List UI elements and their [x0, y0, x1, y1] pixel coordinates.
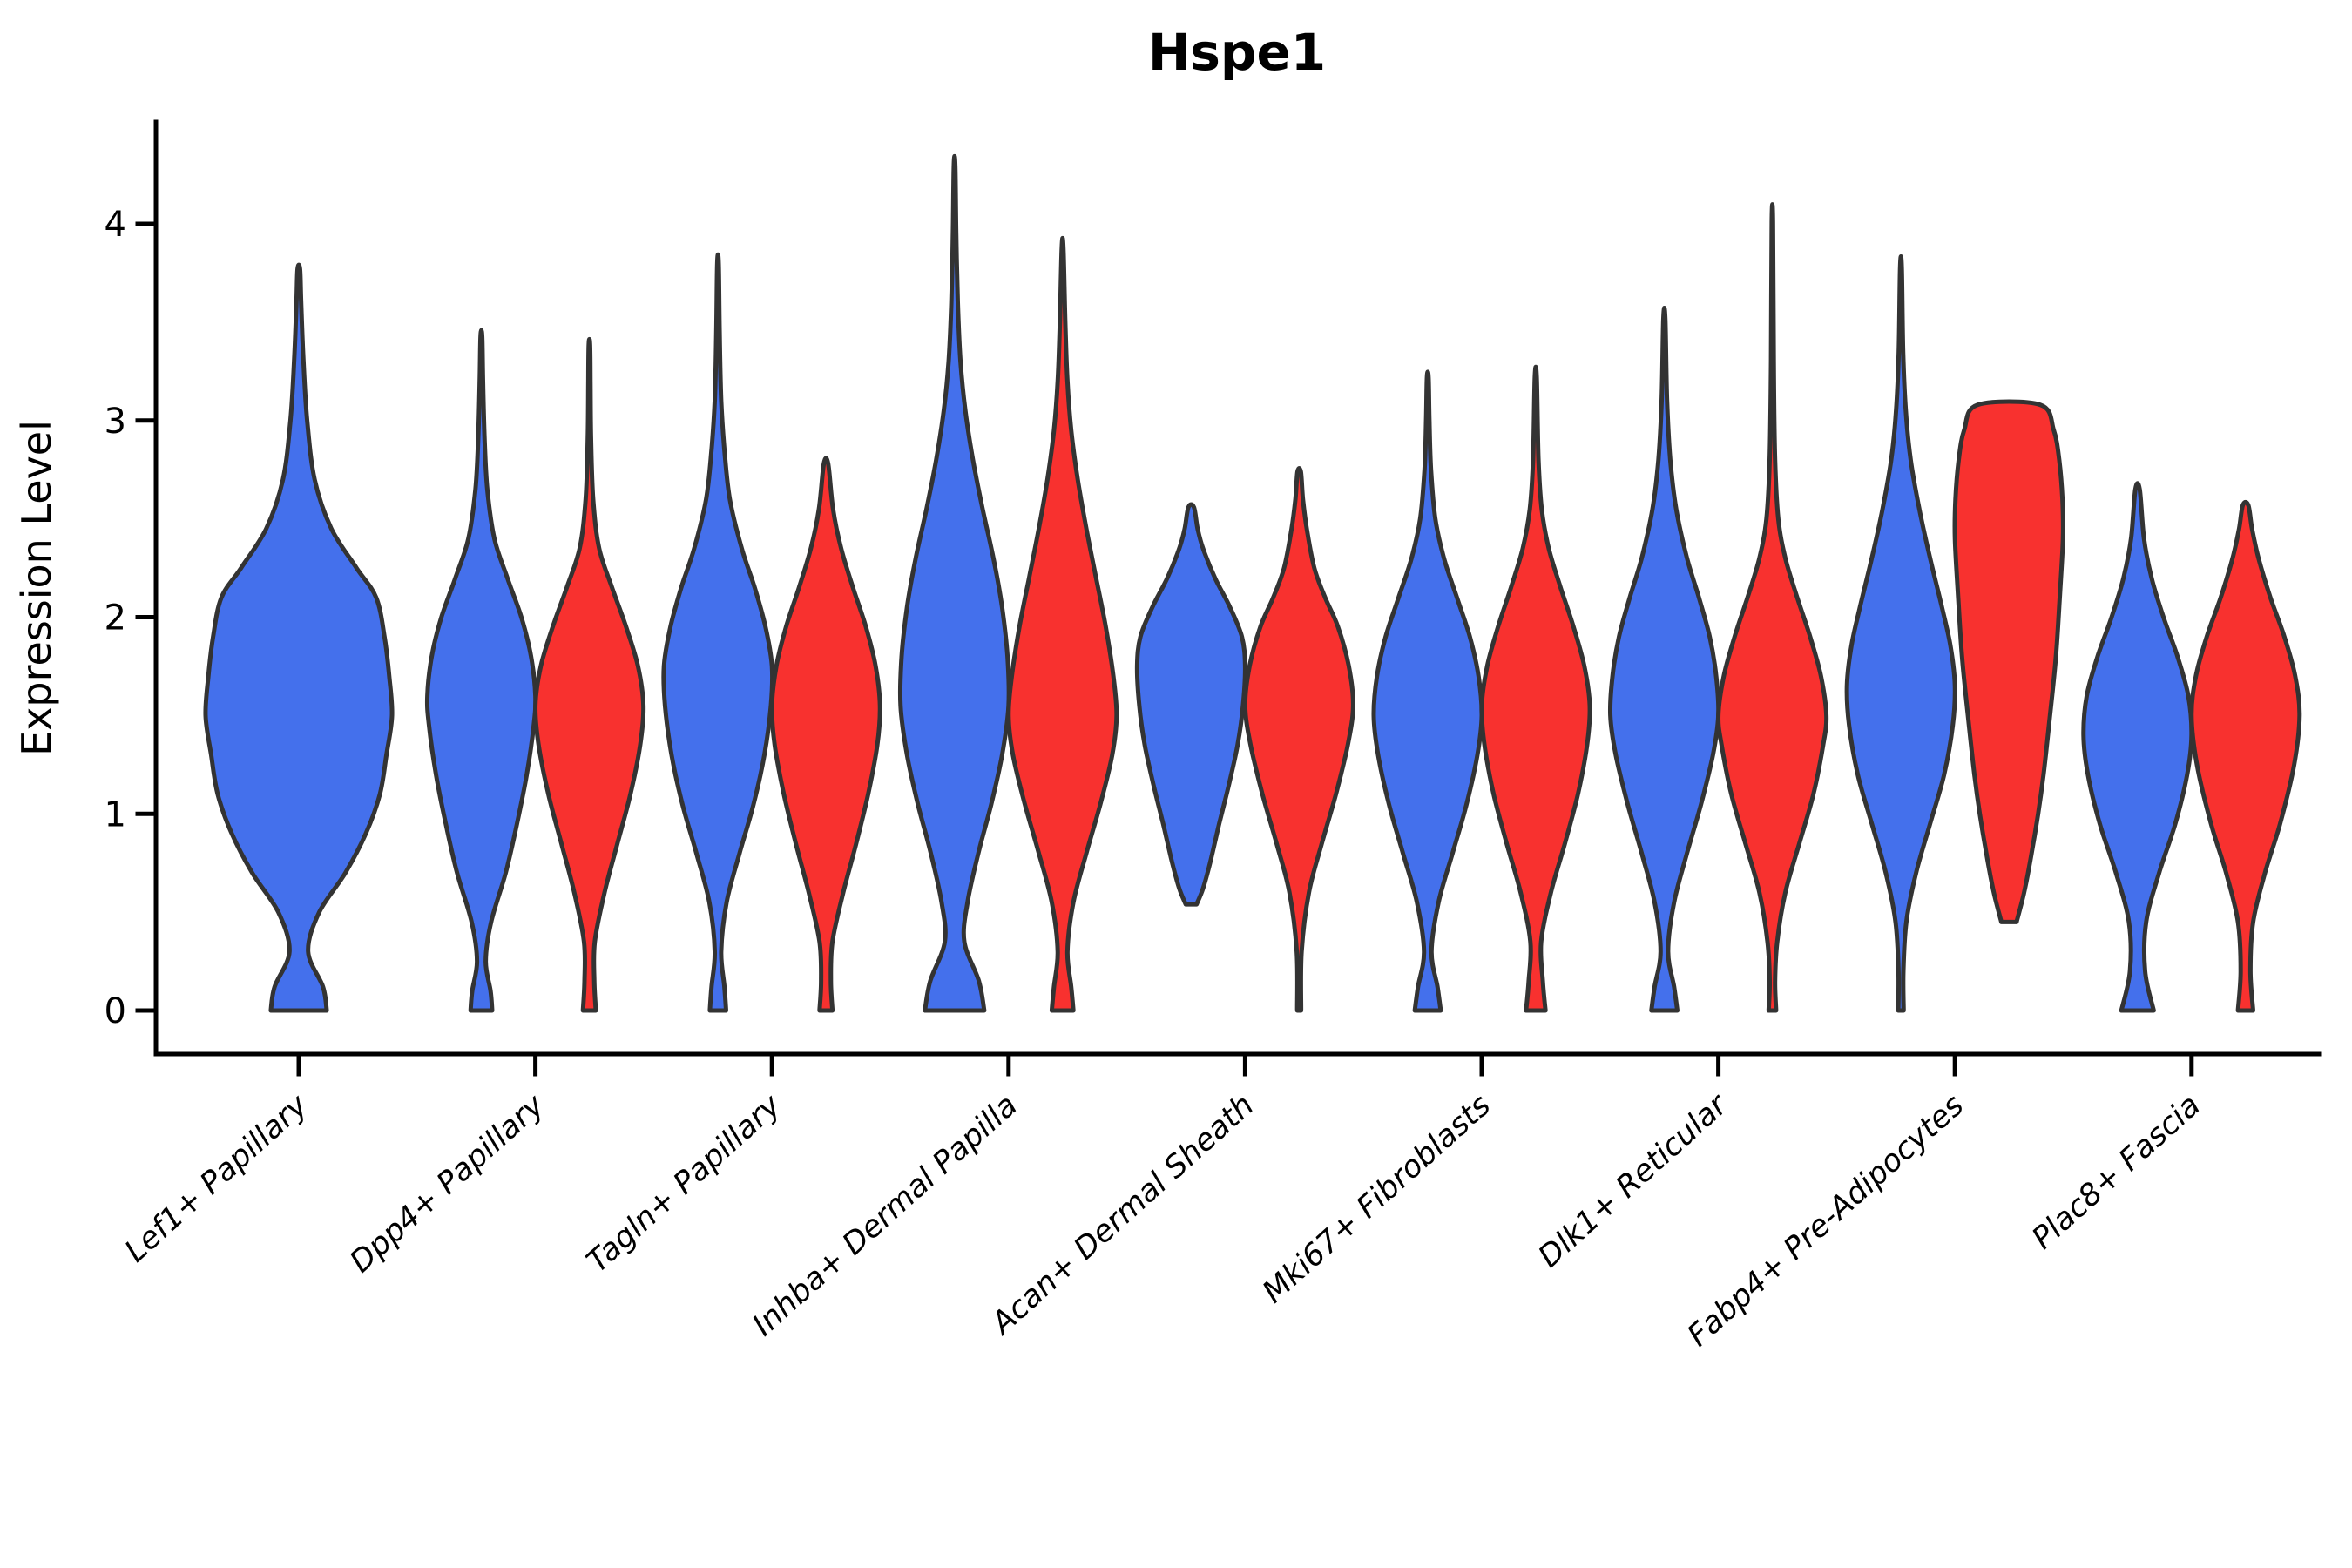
x-tick-label-lef1-papillary: Lef1+ Papillary [118, 1087, 315, 1269]
x-tick-label-acan-dermal-sheath: Acan+ Dermal Sheath [983, 1088, 1260, 1342]
y-tick-label: 4 [105, 205, 126, 245]
plot-title: Hspe1 [1148, 23, 1326, 82]
x-tick-label-fabp4-pre-adipocytes: Fabp4+ Pre-Adipocytes [1681, 1088, 1970, 1354]
violin-lef1-papillary-blue [203, 262, 395, 1013]
violin-fabp4-pre-adipocytes-red [1952, 399, 2065, 924]
x-tick-label-mki67-fibroblasts: Mki67+ Fibroblasts [1256, 1088, 1497, 1310]
violin-fabp4-pre-adipocytes-blue [1844, 254, 1957, 1013]
y-tick-label: 0 [105, 991, 126, 1031]
y-tick-label: 2 [105, 598, 126, 639]
violin-acan-dermal-sheath-blue [1134, 502, 1247, 907]
violin-plac8-fascia-red [2189, 500, 2302, 1013]
violin-dpp4-papillary-blue [424, 328, 538, 1013]
violin-tagln-papillary-red [769, 456, 882, 1013]
x-tick-label-dlk1-reticular: Dlk1+ Reticular [1532, 1086, 1736, 1274]
x-tick-label-inhba-dermal-papilla: Inhba+ Dermal Papilla [747, 1088, 1024, 1343]
violin-layer [203, 153, 2302, 1013]
y-tick-label: 3 [105, 402, 126, 442]
y-tick-label: 1 [105, 794, 126, 835]
violin-tagln-papillary-blue [661, 252, 775, 1013]
violin-plac8-fascia-blue [2081, 481, 2194, 1013]
violin-dlk1-reticular-blue [1607, 306, 1721, 1013]
x-tick-label-plac8-fascia: Plac8+ Fascia [2025, 1088, 2207, 1256]
violin-dpp4-papillary-red [533, 336, 646, 1013]
x-tick-label-dpp4-papillary: Dpp4+ Papillary [343, 1087, 551, 1280]
violin-mki67-fibroblasts-red [1479, 364, 1592, 1013]
violin-inhba-dermal-papilla-red [1006, 235, 1119, 1013]
violin-acan-dermal-sheath-red [1242, 466, 1355, 1013]
violin-dlk1-reticular-red [1716, 202, 1829, 1013]
violin-inhba-dermal-papilla-blue [897, 153, 1011, 1013]
y-axis-label: Expression Level [13, 420, 60, 756]
x-tick-label-tagln-papillary: Tagln+ Papillary [580, 1087, 788, 1280]
violin-mki67-fibroblasts-blue [1371, 369, 1484, 1013]
